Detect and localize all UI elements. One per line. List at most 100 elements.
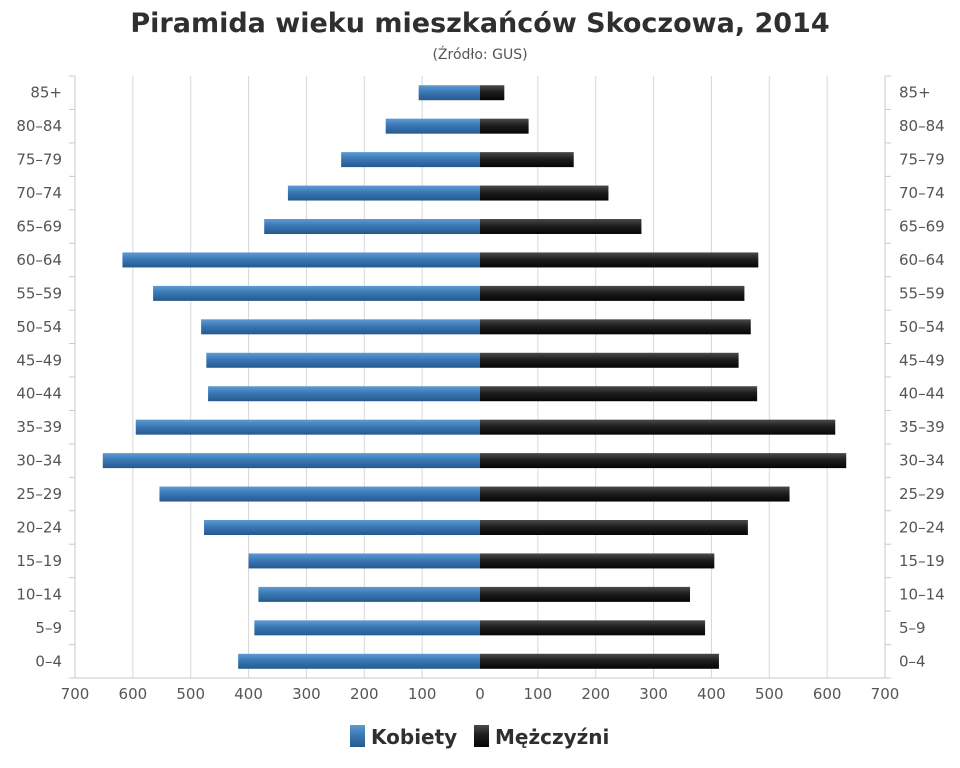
y-label-right-age-3: 15–19 [899, 552, 945, 570]
y-label-left-age-16: 80–84 [16, 117, 62, 135]
x-tick-label-4: 300 [292, 685, 321, 703]
bar-mezczyzni-age-5[interactable] [480, 486, 790, 502]
y-label-left-age-8: 40–44 [16, 385, 62, 403]
bar-mezczyzni-age-17[interactable] [480, 85, 505, 101]
y-label-right-age-15: 75–79 [899, 151, 945, 169]
y-label-left-age-12: 60–64 [16, 251, 62, 269]
y-label-right-age-8: 40–44 [899, 385, 945, 403]
y-label-right-age-9: 45–49 [899, 351, 945, 369]
x-tick-label-5: 200 [350, 685, 379, 703]
bar-kobiety-age-14[interactable] [287, 185, 480, 201]
bar-mezczyzni-age-11[interactable] [480, 285, 745, 301]
y-label-left-age-3: 15–19 [16, 552, 62, 570]
y-label-right-age-11: 55–59 [899, 284, 945, 302]
y-label-right-age-4: 20–24 [899, 519, 945, 537]
x-tick-label-6: 100 [408, 685, 437, 703]
bar-mezczyzni-age-7[interactable] [480, 419, 836, 435]
bar-kobiety-age-15[interactable] [341, 152, 480, 168]
chart-subtitle: (Źródło: GUS) [432, 45, 527, 63]
y-label-left-age-1: 5–9 [35, 619, 62, 637]
axes [69, 75, 891, 679]
bar-mezczyzni-age-15[interactable] [480, 152, 574, 168]
x-tick-label-3: 400 [234, 685, 263, 703]
y-label-right-age-16: 80–84 [899, 117, 945, 135]
bar-mezczyzni-age-9[interactable] [480, 352, 739, 368]
x-tick-label-1: 600 [119, 685, 148, 703]
bar-mezczyzni-age-12[interactable] [480, 252, 759, 268]
bar-kobiety-age-12[interactable] [122, 252, 480, 268]
bar-kobiety-age-4[interactable] [204, 520, 480, 535]
bar-mezczyzni-age-14[interactable] [480, 185, 609, 201]
y-label-left-age-15: 75–79 [16, 151, 62, 169]
y-label-right-age-12: 60–64 [899, 251, 945, 269]
y-label-left-age-17: 85+ [30, 84, 62, 102]
bar-kobiety-age-11[interactable] [153, 285, 480, 301]
bar-mezczyzni-age-3[interactable] [480, 553, 715, 569]
bar-kobiety-age-9[interactable] [206, 352, 481, 368]
y-label-right-age-14: 70–74 [899, 184, 945, 202]
bar-mezczyzni-age-13[interactable] [480, 219, 642, 234]
bar-mezczyzni-age-10[interactable] [480, 319, 751, 335]
bar-kobiety-age-13[interactable] [264, 219, 480, 234]
x-tick-label-12: 500 [755, 685, 784, 703]
y-label-left-age-0: 0–4 [35, 652, 62, 670]
y-label-right-age-5: 25–29 [899, 485, 945, 503]
x-tick-label-10: 300 [639, 685, 668, 703]
x-tick-label-2: 500 [176, 685, 205, 703]
x-tick-label-8: 100 [524, 685, 553, 703]
y-label-left-age-14: 70–74 [16, 184, 62, 202]
legend-item-kobiety[interactable]: Kobiety [350, 725, 457, 749]
y-label-left-age-11: 55–59 [16, 284, 62, 302]
bar-kobiety-age-2[interactable] [258, 586, 480, 602]
bar-mezczyzni-age-1[interactable] [480, 620, 706, 636]
chart-title: Piramida wieku mieszkańców Skoczowa, 201… [130, 8, 829, 39]
legend-item-mezczyzni[interactable]: Mężczyźni [474, 725, 609, 749]
bar-mezczyzni-age-6[interactable] [480, 453, 847, 469]
bar-kobiety-age-17[interactable] [418, 85, 480, 101]
bar-kobiety-age-16[interactable] [385, 118, 480, 134]
y-label-right-age-6: 30–34 [899, 452, 945, 470]
legend-label-kobiety: Kobiety [371, 725, 457, 749]
bar-mezczyzni-age-0[interactable] [480, 653, 719, 669]
y-label-left-age-10: 50–54 [16, 318, 62, 336]
y-tick-labels: 0–4 0–4 5–9 5–9 10–14 10–14 15–19 15–19 20–24 20–… [16, 84, 944, 671]
legend: Kobiety Mężczyźni [350, 725, 609, 749]
bar-kobiety-age-5[interactable] [159, 486, 480, 502]
bar-kobiety-age-3[interactable] [248, 553, 480, 569]
y-label-left-age-13: 65–69 [16, 218, 62, 236]
x-tick-label-9: 200 [581, 685, 610, 703]
y-label-left-age-4: 20–24 [16, 519, 62, 537]
y-label-left-age-5: 25–29 [16, 485, 62, 503]
bar-kobiety-age-8[interactable] [208, 386, 481, 402]
y-label-right-age-13: 65–69 [899, 218, 945, 236]
y-label-left-age-9: 45–49 [16, 351, 62, 369]
bar-kobiety-age-0[interactable] [238, 653, 480, 669]
x-tick-label-7: 0 [475, 685, 485, 703]
legend-swatch-kobiety [350, 725, 365, 747]
bar-kobiety-age-1[interactable] [254, 620, 480, 636]
gridlines [132, 76, 828, 678]
bar-kobiety-age-6[interactable] [102, 453, 481, 469]
bar-mezczyzni-age-8[interactable] [480, 386, 758, 402]
y-label-right-age-10: 50–54 [899, 318, 945, 336]
x-tick-label-14: 700 [871, 685, 900, 703]
bar-kobiety-age-7[interactable] [135, 419, 480, 435]
y-label-right-age-7: 35–39 [899, 418, 945, 436]
x-tick-label-0: 700 [61, 685, 90, 703]
bar-mezczyzni-age-2[interactable] [480, 586, 691, 602]
bars [102, 85, 847, 669]
y-label-right-age-1: 5–9 [899, 619, 926, 637]
legend-swatch-mezczyzni [474, 725, 489, 747]
y-label-right-age-2: 10–14 [899, 585, 945, 603]
y-label-left-age-7: 35–39 [16, 418, 62, 436]
x-tick-label-11: 400 [697, 685, 726, 703]
bar-kobiety-age-10[interactable] [201, 319, 480, 335]
y-label-left-age-6: 30–34 [16, 452, 62, 470]
bar-mezczyzni-age-4[interactable] [480, 520, 748, 535]
y-label-right-age-0: 0–4 [899, 652, 926, 670]
bar-mezczyzni-age-16[interactable] [480, 118, 529, 134]
x-tick-labels: 700 600 500 400 300 200 100 0 100 200 300 400 500 600… [61, 685, 900, 703]
y-label-right-age-17: 85+ [899, 84, 931, 102]
x-tick-label-13: 600 [813, 685, 842, 703]
